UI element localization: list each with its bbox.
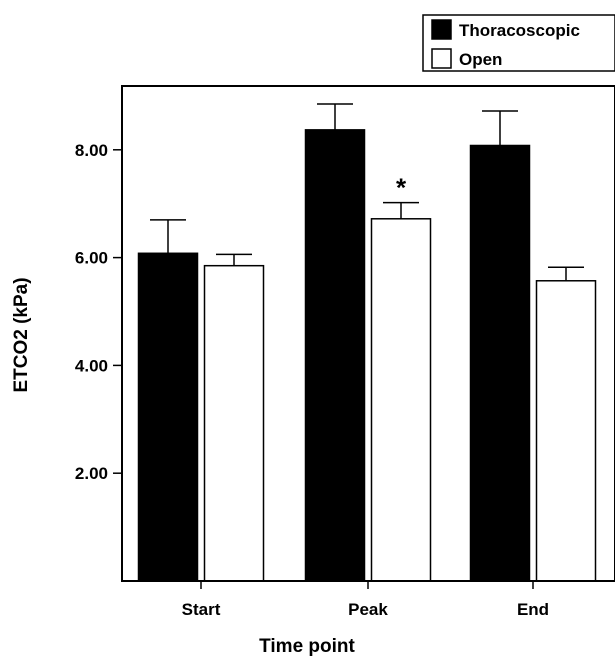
legend-swatch-thoracoscopic <box>431 19 452 40</box>
x-axis-tick-labels: Start Peak End <box>182 581 549 619</box>
x-tick-label-end: End <box>517 600 549 619</box>
x-tick-label-start: Start <box>182 600 221 619</box>
bar-thoracoscopic-end <box>469 144 531 582</box>
significance-marker: * <box>396 173 407 203</box>
annotation-group: * <box>396 173 407 203</box>
legend-box <box>422 14 615 72</box>
plot-frame <box>121 85 615 582</box>
x-tick-label-peak: Peak <box>348 600 388 619</box>
legend-label-thoracoscopic: Thoracoscopic <box>459 21 580 40</box>
bar-thoracoscopic-start <box>137 252 199 582</box>
x-axis-title: Time point <box>259 636 355 657</box>
y-tick-label: 4.00 <box>75 356 108 375</box>
y-axis-ticks: 2.00 4.00 6.00 8.00 <box>75 141 122 483</box>
y-axis-title: ETCO2 (kPa) <box>11 277 32 392</box>
bar-group <box>137 129 597 582</box>
error-bar-group <box>150 103 584 281</box>
bar-open-end <box>535 280 597 582</box>
y-tick-label: 8.00 <box>75 141 108 160</box>
bar-open-peak <box>370 218 432 582</box>
bar-thoracoscopic-peak <box>304 129 366 582</box>
bar-open-start <box>203 264 265 582</box>
legend-swatch-open <box>431 48 452 69</box>
y-tick-label: 2.00 <box>75 464 108 483</box>
y-tick-label: 6.00 <box>75 249 108 268</box>
legend-label-open: Open <box>459 50 502 69</box>
legend: Thoracoscopic Open <box>422 14 615 72</box>
